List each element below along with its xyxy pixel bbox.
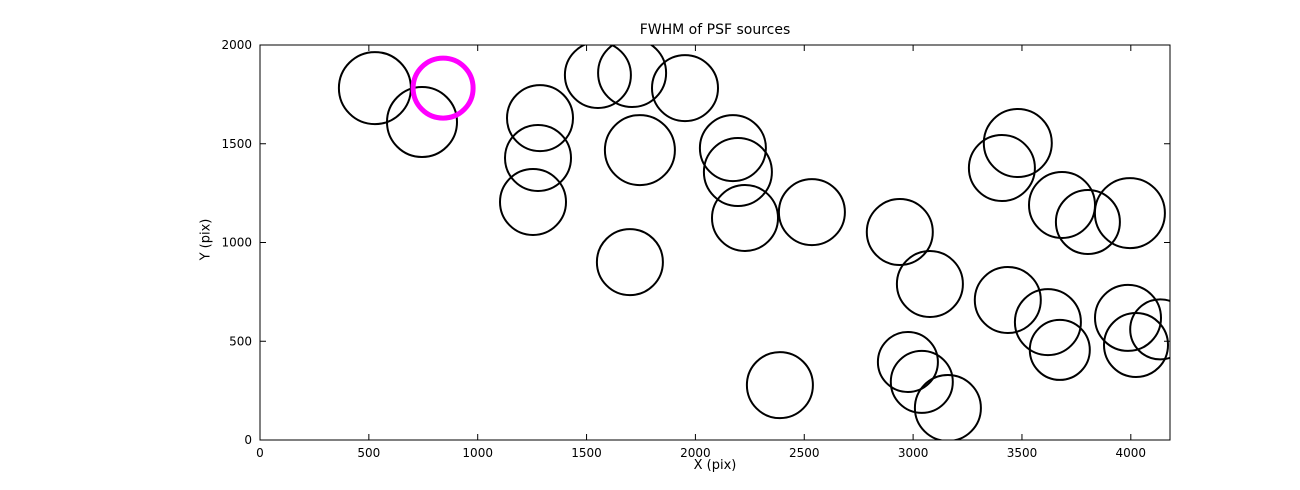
psf-circle <box>603 114 676 187</box>
psf-circle <box>777 178 846 247</box>
x-tick-label: 1000 <box>462 446 493 460</box>
y-axis-label: Y (pix) <box>198 218 214 261</box>
psf-circle <box>895 250 964 318</box>
psf-circle <box>563 45 632 109</box>
psf-circle <box>967 134 1036 202</box>
psf-circle <box>597 45 668 108</box>
psf-circle <box>1054 189 1121 255</box>
psf-circle <box>1094 283 1162 352</box>
y-tick-label: 1000 <box>221 236 252 250</box>
x-tick-label: 2000 <box>680 446 711 460</box>
psf-circle <box>1028 171 1096 239</box>
y-tick-label: 500 <box>229 334 252 348</box>
x-tick-label: 2500 <box>789 446 820 460</box>
psf-circles-group <box>337 45 1170 440</box>
y-tick-label: 2000 <box>221 38 252 52</box>
x-tick-label: 4000 <box>1116 446 1147 460</box>
psf-circle <box>876 331 939 393</box>
chart-title: FWHM of PSF sources <box>639 22 791 38</box>
x-tick-label: 3000 <box>898 446 929 460</box>
psf-circle <box>595 228 664 297</box>
x-tick-label: 3500 <box>1007 446 1038 460</box>
psf-circle <box>504 124 572 192</box>
psf-circle <box>982 108 1053 178</box>
psf-circle <box>702 137 773 207</box>
psf-circle <box>745 351 814 420</box>
x-axis-label: X (pix) <box>693 458 737 473</box>
psf-circle <box>506 84 574 153</box>
psf-circle <box>1093 177 1166 250</box>
psf-circle <box>1028 318 1091 381</box>
axes-frame <box>259 44 1171 441</box>
y-tick-label: 1500 <box>221 137 252 151</box>
psf-circle <box>698 114 767 183</box>
x-tick-label: 1500 <box>571 446 602 460</box>
y-tick-label: 0 <box>244 433 252 447</box>
psf-circle <box>913 374 982 440</box>
psf-circle <box>973 266 1042 334</box>
x-tick-label: 0 <box>256 446 264 460</box>
psf-circle <box>337 51 412 126</box>
psf-circle <box>889 349 954 414</box>
psf-circle <box>1129 298 1170 361</box>
psf-circle <box>1013 288 1082 357</box>
psf-circle <box>1103 312 1169 378</box>
psf-circle <box>386 86 458 158</box>
psf-circle <box>711 184 779 252</box>
psf-circle <box>499 168 567 236</box>
x-tick-label: 500 <box>357 446 380 460</box>
psf-circle <box>865 198 934 266</box>
psf-circle-highlight <box>410 55 476 121</box>
psf-circle <box>651 54 719 123</box>
